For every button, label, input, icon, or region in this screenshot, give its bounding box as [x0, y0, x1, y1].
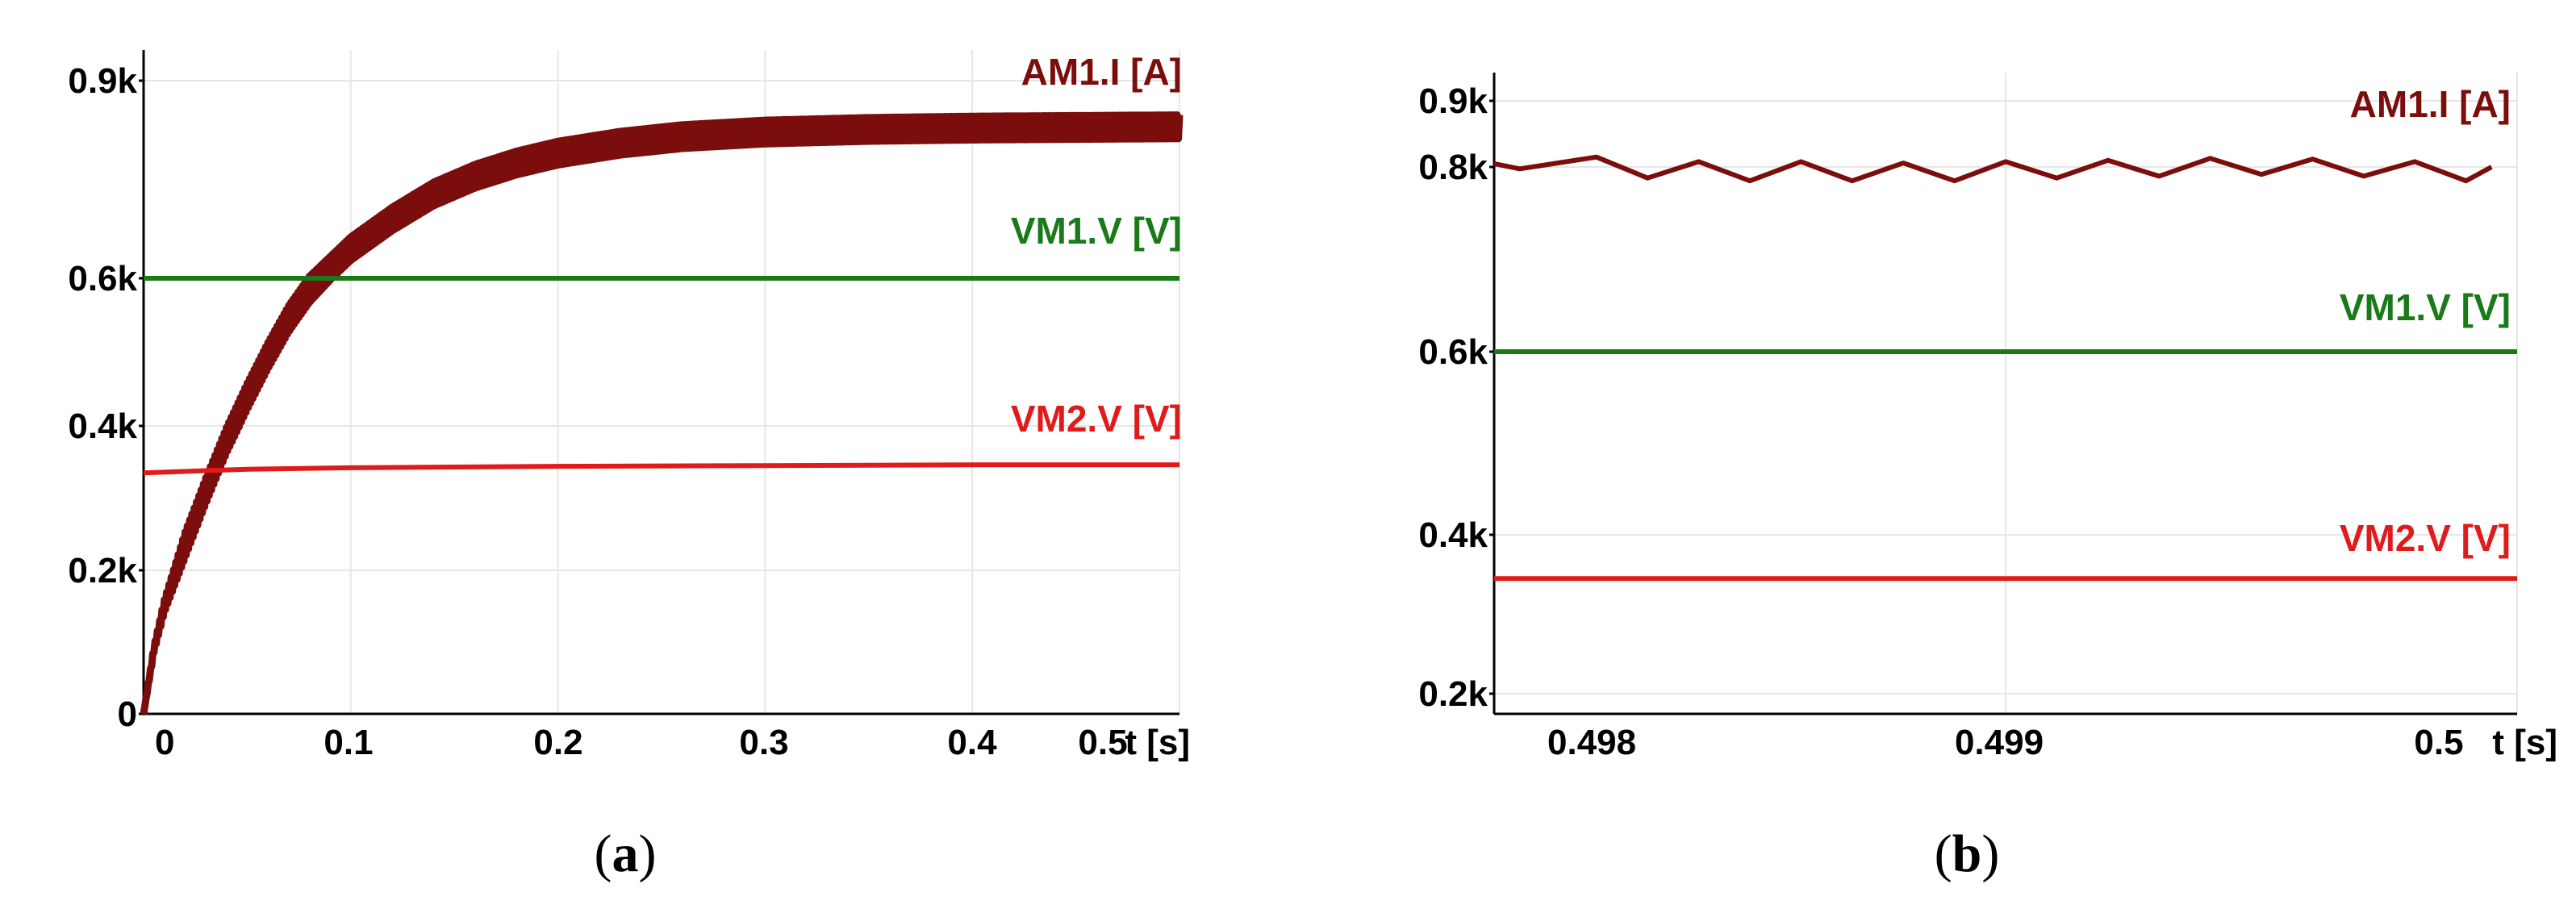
- chart-panel-a: 0 0.2k 0.4k 0.6k 0.9k 0 0.1 0.2 0.3 0.4 0.5t [s] AM…: [68, 50, 1190, 883]
- x-tick-label: 0.5: [1078, 723, 1127, 762]
- x-tick-label: 0: [155, 723, 174, 762]
- y-tick-label: 0.6k: [1418, 332, 1488, 372]
- x-tick-label: 0.1: [324, 723, 373, 762]
- x-axis-unit-label: t [s]: [1125, 723, 1190, 762]
- y-tick-label: 0: [118, 695, 137, 734]
- y-tick-label: 0.9k: [68, 61, 137, 101]
- series-line-a-2: [143, 462, 1179, 476]
- x-tick-label: 0.5: [2414, 723, 2463, 762]
- x-tick-label: 0.498: [1547, 723, 1636, 762]
- series-line-b-0: [1493, 154, 2493, 184]
- series-label: AM1.I [A]: [1021, 51, 1182, 93]
- series-label: VM1.V [V]: [1011, 210, 1182, 252]
- y-tick-label: 0.2k: [68, 551, 137, 590]
- panel-caption: (b): [1935, 824, 2000, 883]
- y-tick-label: 0.2k: [1418, 674, 1488, 714]
- x-axis-unit-label: t [s]: [2492, 723, 2557, 762]
- y-tick-label: 0.6k: [68, 259, 137, 298]
- y-tick-label: 0.4k: [68, 407, 137, 446]
- panel-caption: (a): [595, 824, 657, 883]
- x-tick-label: 0.499: [1955, 723, 2044, 762]
- series-label: VM2.V [V]: [1011, 398, 1182, 440]
- chart-panel-b: 0.2k 0.4k 0.6k 0.8k 0.9k 0.498 0.499 0.5 t [s] AM…: [1418, 73, 2557, 883]
- x-tick-label: 0.3: [739, 723, 788, 762]
- series-line-a-0: [140, 111, 1184, 715]
- series-label: AM1.I [A]: [2350, 83, 2511, 125]
- y-tick-label: 0.9k: [1418, 81, 1488, 121]
- series-label: VM2.V [V]: [2340, 517, 2511, 559]
- x-tick-label: 0.2: [533, 723, 582, 762]
- y-tick-label: 0.8k: [1418, 148, 1488, 187]
- series-label: VM1.V [V]: [2340, 286, 2511, 328]
- x-tick-label: 0.4: [947, 723, 997, 762]
- y-tick-label: 0.4k: [1418, 515, 1488, 555]
